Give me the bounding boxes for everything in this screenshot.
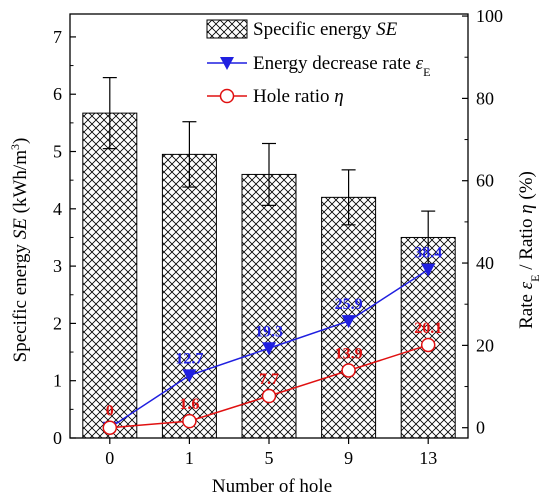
- data-label-series-0-4: 38.4: [414, 245, 442, 262]
- series-0-marker-3: [341, 315, 356, 329]
- series-1-marker-3: [341, 363, 356, 378]
- x-tick-label-3: 9: [344, 448, 353, 468]
- series-0-marker-1: [182, 369, 197, 383]
- y-right-tick-label-5: 100: [476, 6, 503, 26]
- y-left-tick-label-5: 5: [53, 142, 62, 162]
- legend: Specific energy SE Energy decrease rate …: [206, 19, 430, 107]
- y-right-tick-label-1: 20: [476, 335, 494, 355]
- data-label-series-1-4: 20.1: [414, 320, 442, 337]
- x-tick-label-2: 5: [265, 448, 274, 468]
- x-tick-label-1: 1: [185, 448, 194, 468]
- y-right-tick-label-3: 60: [476, 171, 494, 191]
- y-right-tick-label-2: 40: [476, 253, 494, 273]
- bar-0: [82, 112, 138, 439]
- y-axis-left-title: Specific energy SE (kWh/m3): [8, 138, 31, 363]
- y-left-tick-label-4: 4: [53, 199, 62, 219]
- legend-marker-blue: [220, 57, 234, 70]
- series-1-marker-1: [182, 413, 197, 429]
- x-axis-title: Number of hole: [212, 476, 332, 497]
- legend-swatch-bars: [206, 19, 248, 39]
- y-left-tick-label-0: 0: [53, 428, 62, 448]
- data-label-series-1-0: 0: [106, 403, 114, 420]
- legend-marker-red: [219, 88, 235, 104]
- legend-label-bars: Specific energy SE: [253, 19, 398, 40]
- x-tick-label-0: 0: [105, 448, 114, 468]
- data-label-series-0-3: 25.9: [335, 296, 363, 313]
- series-1-marker-0: [102, 420, 118, 435]
- x-tick-label-4: 13: [419, 448, 437, 468]
- data-label-series-1-2: 7.7: [259, 371, 279, 388]
- data-label-series-1-1: 1.6: [179, 396, 199, 413]
- data-label-series-0-1: 12.7: [175, 350, 203, 367]
- series-1-marker-4: [420, 337, 436, 353]
- bar-1: [161, 153, 217, 439]
- y-left-tick-label-2: 2: [53, 313, 62, 333]
- y-axis-right-title: Rate εE / Ratio η (%): [516, 171, 542, 329]
- y-left-tick-label-7: 7: [53, 27, 62, 47]
- series-0-marker-4: [421, 263, 436, 277]
- y-right-tick-label-4: 80: [476, 88, 494, 108]
- data-label-series-0-2: 19.3: [255, 323, 283, 340]
- y-left-tick-label-3: 3: [53, 256, 62, 276]
- legend-label-red: Hole ratio η: [253, 86, 344, 107]
- series-0-marker-2: [262, 342, 276, 356]
- legend-label-blue: Energy decrease rate εE: [253, 53, 430, 79]
- plot-area: 12.7 19.3 25.9 38.4 0 1.6 7.7 13.9 20.1 0 1 2 3 4 5 6 7 0…: [53, 6, 503, 468]
- series-1-marker-2: [261, 388, 277, 404]
- y-left-tick-label-6: 6: [53, 84, 62, 104]
- y-left-tick-label-1: 1: [53, 371, 62, 391]
- y-right-tick-label-0: 0: [476, 418, 485, 438]
- data-label-series-1-3: 13.9: [335, 345, 363, 362]
